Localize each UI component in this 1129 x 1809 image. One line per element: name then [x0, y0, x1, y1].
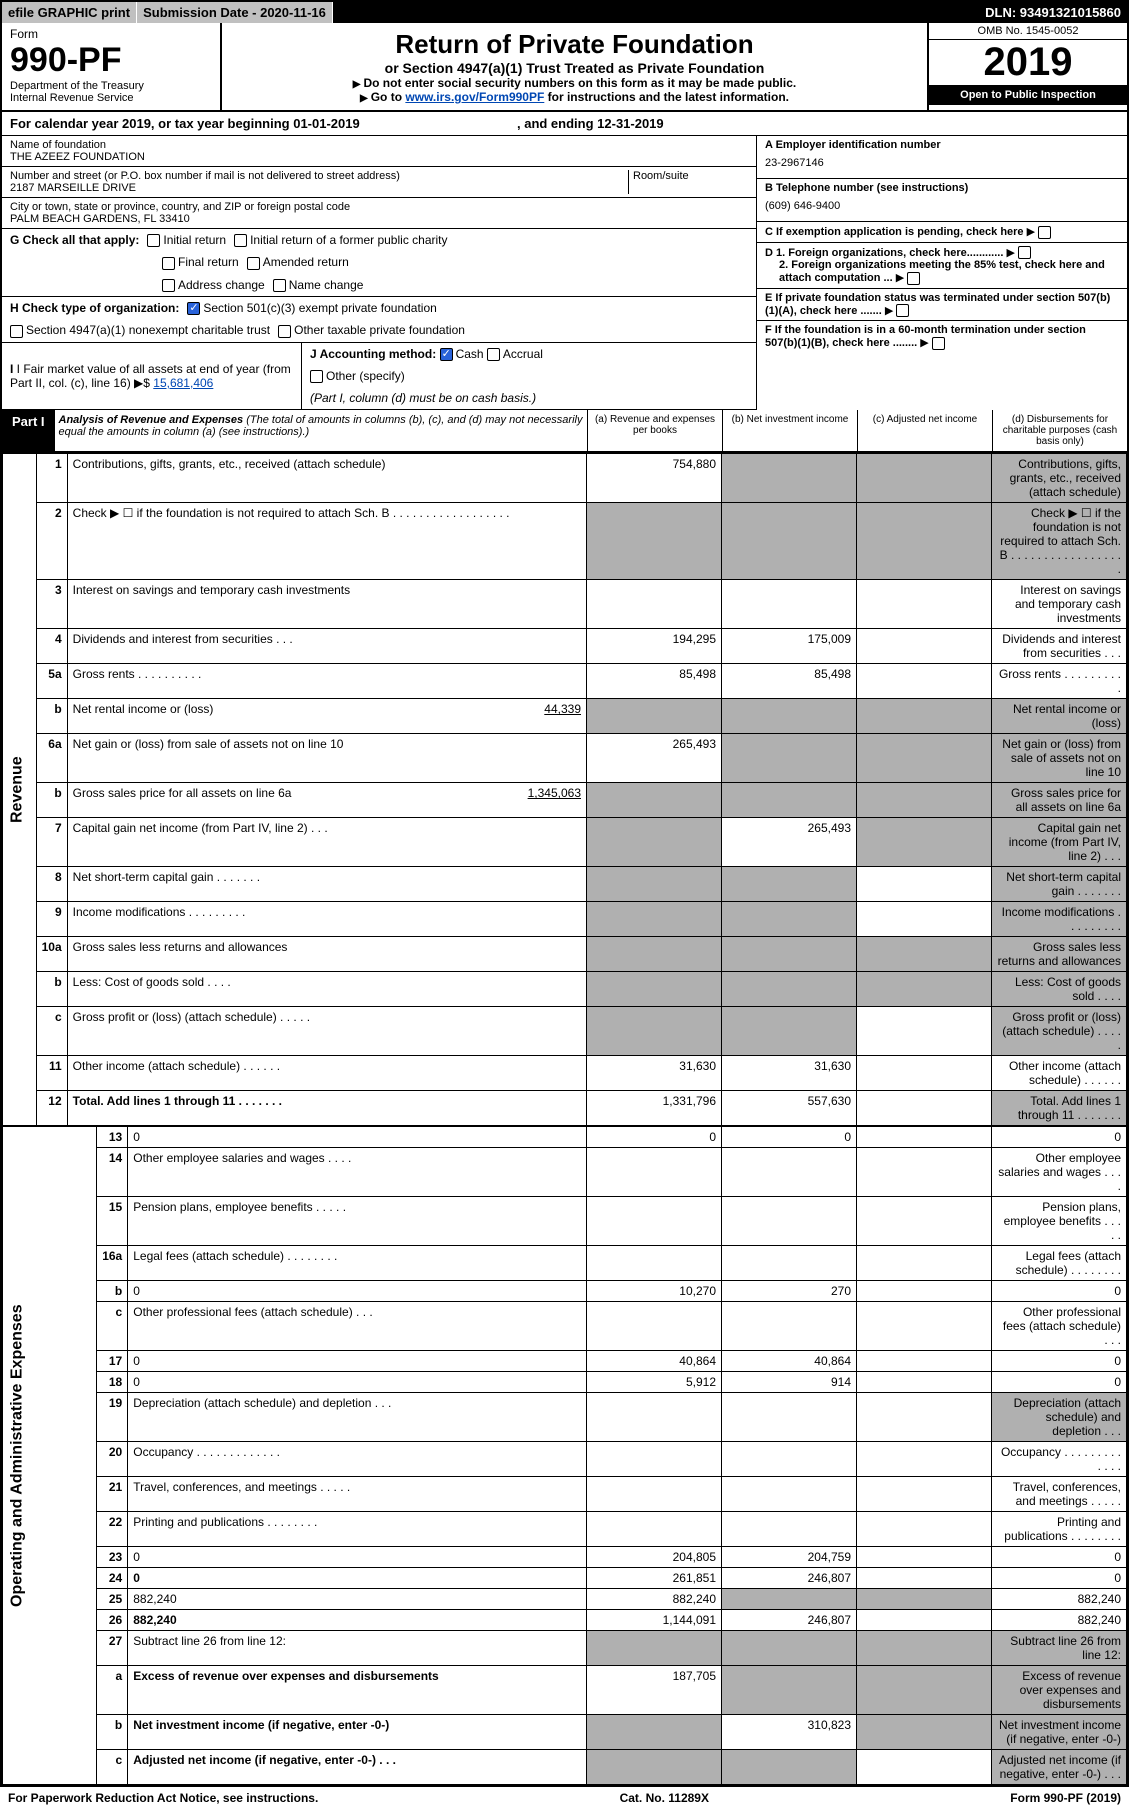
calendar-year-row: For calendar year 2019, or tax year begi… — [2, 112, 1127, 136]
h-row: H Check type of organization: Section 50… — [2, 297, 756, 319]
dept-label: Department of the Treasury — [10, 80, 212, 92]
table-row: 27Subtract line 26 from line 12:Subtract… — [3, 1631, 1127, 1666]
table-row: 21Travel, conferences, and meetings . . … — [3, 1477, 1127, 1512]
table-row: 7Capital gain net income (from Part IV, … — [3, 818, 1127, 867]
table-row: Operating and Administrative Expenses130… — [3, 1127, 1127, 1148]
table-row: cOther professional fees (attach schedul… — [3, 1302, 1127, 1351]
form-header: Form 990-PF Department of the Treasury I… — [2, 23, 1127, 112]
table-row: 16aLegal fees (attach schedule) . . . . … — [3, 1246, 1127, 1281]
d-cell: D 1. Foreign organizations, check here..… — [757, 243, 1127, 289]
omb: OMB No. 1545-0052 — [929, 23, 1127, 40]
bullet-1: Do not enter social security numbers on … — [228, 76, 921, 90]
table-row: 8Net short-term capital gain . . . . . .… — [3, 867, 1127, 902]
table-row: 6aNet gain or (loss) from sale of assets… — [3, 734, 1127, 783]
table-row: 17040,86440,8640 — [3, 1351, 1127, 1372]
form-number: 990-PF — [10, 41, 212, 80]
table-row: bNet rental income or (loss) 44,339Net r… — [3, 699, 1127, 734]
table-row: 11Other income (attach schedule) . . . .… — [3, 1056, 1127, 1091]
checkbox-501c3-icon — [187, 302, 200, 315]
efile-label: efile GRAPHIC print — [2, 2, 137, 23]
top-bar: efile GRAPHIC print Submission Date - 20… — [2, 2, 1127, 23]
bullet-2: Go to www.irs.gov/Form990PF for instruct… — [228, 90, 921, 104]
table-row: bLess: Cost of goods sold . . . .Less: C… — [3, 972, 1127, 1007]
f-cell: F If the foundation is in a 60-month ter… — [757, 321, 1127, 353]
table-row: cGross profit or (loss) (attach schedule… — [3, 1007, 1127, 1056]
table-row: bGross sales price for all assets on lin… — [3, 783, 1127, 818]
checkbox-cash-icon — [440, 348, 453, 361]
g-row: G Check all that apply: Initial return I… — [2, 229, 756, 251]
table-row: b010,2702700 — [3, 1281, 1127, 1302]
table-row: 10aGross sales less returns and allowanc… — [3, 937, 1127, 972]
table-row: 25882,240882,240882,240 — [3, 1589, 1127, 1610]
table-row: 20Occupancy . . . . . . . . . . . . .Occ… — [3, 1442, 1127, 1477]
form-word: Form — [10, 27, 212, 41]
submission-date: Submission Date - 2020-11-16 — [137, 2, 333, 23]
irs-label: Internal Revenue Service — [10, 92, 212, 104]
form-title: Return of Private Foundation — [228, 29, 921, 60]
table-row: 3Interest on savings and temporary cash … — [3, 580, 1127, 629]
city-cell: City or town, state or province, country… — [2, 198, 756, 229]
foundation-name-cell: Name of foundation THE AZEEZ FOUNDATION — [2, 136, 756, 167]
table-row: 4Dividends and interest from securities … — [3, 629, 1127, 664]
table-row: 9Income modifications . . . . . . . . .I… — [3, 902, 1127, 937]
table-row: 230204,805204,7590 — [3, 1547, 1127, 1568]
part1-header: Part I Analysis of Revenue and Expenses … — [2, 410, 1127, 453]
phone-cell: B Telephone number (see instructions) (6… — [757, 179, 1127, 222]
table-row: 12Total. Add lines 1 through 11 . . . . … — [3, 1091, 1127, 1126]
table-row: Revenue1Contributions, gifts, grants, et… — [3, 454, 1127, 503]
table-row: cAdjusted net income (if negative, enter… — [3, 1750, 1127, 1785]
ein-cell: A Employer identification number 23-2967… — [757, 136, 1127, 179]
irs-link[interactable]: www.irs.gov/Form990PF — [405, 90, 544, 104]
open-public: Open to Public Inspection — [929, 85, 1127, 105]
dln: DLN: 93491321015860 — [979, 2, 1127, 23]
i-cell: I I Fair market value of all assets at e… — [2, 343, 302, 410]
table-row: 2Check ▶ ☐ if the foundation is not requ… — [3, 503, 1127, 580]
table-row: 26882,2401,144,091246,807882,240 — [3, 1610, 1127, 1631]
address-cell: Number and street (or P.O. box number if… — [2, 167, 756, 198]
table-row: aExcess of revenue over expenses and dis… — [3, 1666, 1127, 1715]
table-row: 14Other employee salaries and wages . . … — [3, 1148, 1127, 1197]
e-cell: E If private foundation status was termi… — [757, 289, 1127, 322]
table-row: 22Printing and publications . . . . . . … — [3, 1512, 1127, 1547]
tax-year: 2019 — [929, 40, 1127, 85]
j-cell: J Accounting method: Cash Accrual Other … — [302, 343, 756, 410]
page-footer: For Paperwork Reduction Act Notice, see … — [0, 1787, 1129, 1809]
table-row: 240261,851246,8070 — [3, 1568, 1127, 1589]
expenses-table: Operating and Administrative Expenses130… — [2, 1126, 1127, 1785]
form-subtitle: or Section 4947(a)(1) Trust Treated as P… — [228, 60, 921, 76]
table-row: 5aGross rents . . . . . . . . . .85,4988… — [3, 664, 1127, 699]
revenue-table: Revenue1Contributions, gifts, grants, et… — [2, 453, 1127, 1126]
table-row: bNet investment income (if negative, ent… — [3, 1715, 1127, 1750]
table-row: 15Pension plans, employee benefits . . .… — [3, 1197, 1127, 1246]
table-row: 1805,9129140 — [3, 1372, 1127, 1393]
c-cell: C If exemption application is pending, c… — [757, 222, 1127, 243]
table-row: 19Depreciation (attach schedule) and dep… — [3, 1393, 1127, 1442]
